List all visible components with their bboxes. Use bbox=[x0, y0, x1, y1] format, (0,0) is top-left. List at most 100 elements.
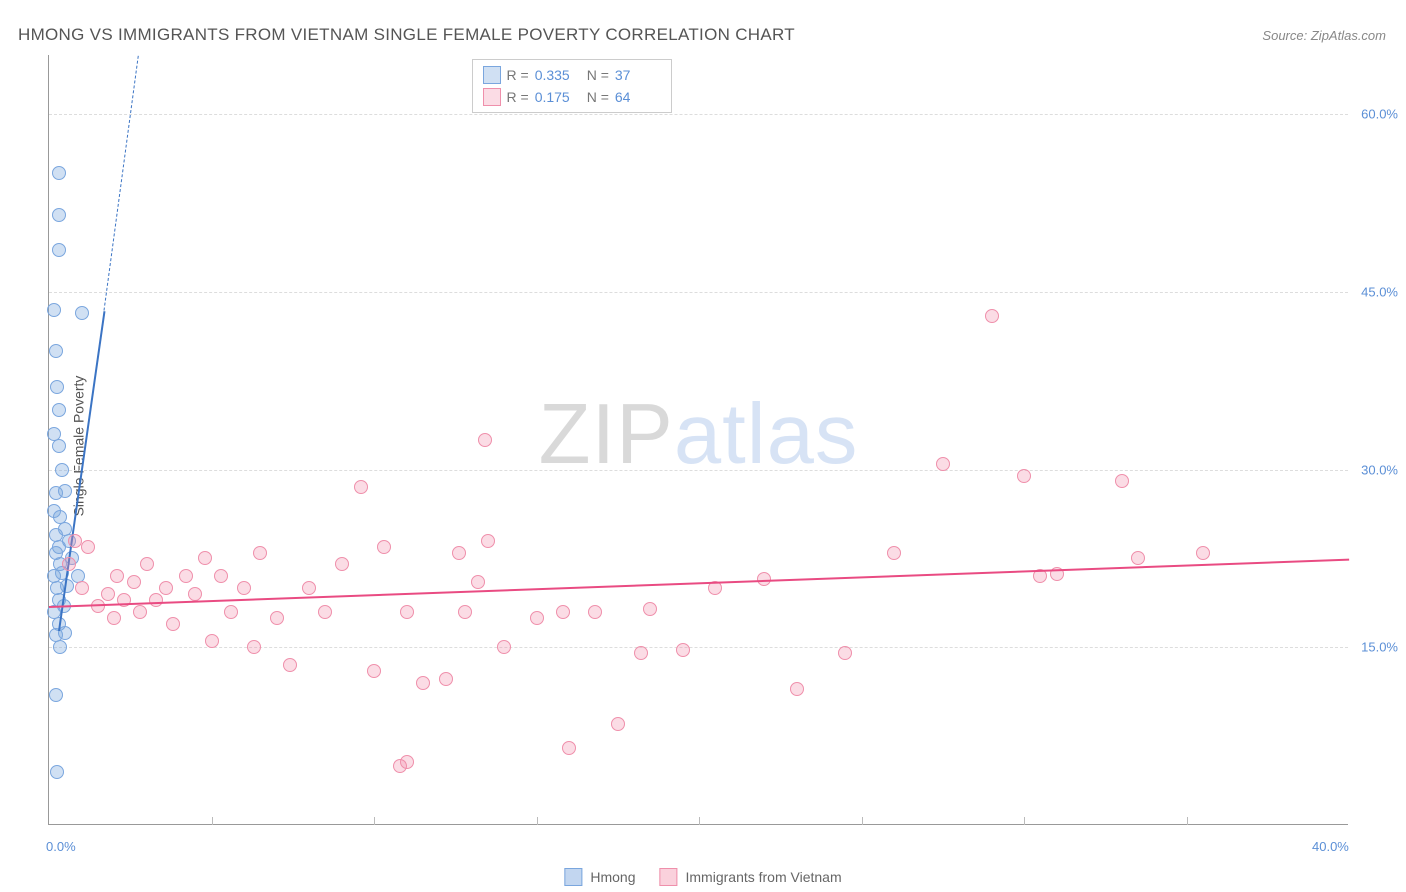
legend-n-value: 64 bbox=[615, 89, 661, 105]
gridline bbox=[49, 114, 1348, 115]
x-tick-label: 0.0% bbox=[46, 839, 76, 854]
plot-area: ZIPatlas R =0.335N =37R =0.175N =64 15.0… bbox=[48, 55, 1348, 825]
data-point bbox=[140, 557, 154, 571]
data-point bbox=[47, 303, 61, 317]
chart-container: HMONG VS IMMIGRANTS FROM VIETNAM SINGLE … bbox=[0, 0, 1406, 892]
data-point bbox=[936, 457, 950, 471]
data-point bbox=[556, 605, 570, 619]
data-point bbox=[237, 581, 251, 595]
data-point bbox=[1196, 546, 1210, 560]
data-point bbox=[75, 306, 89, 320]
data-point bbox=[49, 344, 63, 358]
data-point bbox=[1115, 474, 1129, 488]
legend-n-label: N = bbox=[587, 89, 609, 105]
data-point bbox=[757, 572, 771, 586]
y-tick-label: 15.0% bbox=[1354, 640, 1398, 655]
trend-line-extrapolated bbox=[104, 55, 139, 310]
data-point bbox=[367, 664, 381, 678]
watermark-part1: ZIP bbox=[539, 387, 674, 482]
data-point bbox=[188, 587, 202, 601]
legend-n-value: 37 bbox=[615, 67, 661, 83]
data-point bbox=[416, 676, 430, 690]
data-point bbox=[400, 755, 414, 769]
x-tick bbox=[1024, 817, 1025, 825]
data-point bbox=[49, 688, 63, 702]
data-point bbox=[149, 593, 163, 607]
series-legend: Hmong Immigrants from Vietnam bbox=[564, 868, 841, 886]
data-point bbox=[107, 611, 121, 625]
legend-swatch bbox=[483, 88, 501, 106]
legend-label: Immigrants from Vietnam bbox=[686, 869, 842, 885]
data-point bbox=[270, 611, 284, 625]
data-point bbox=[52, 243, 66, 257]
data-point bbox=[400, 605, 414, 619]
data-point bbox=[1131, 551, 1145, 565]
data-point bbox=[471, 575, 485, 589]
data-point bbox=[439, 672, 453, 686]
x-tick bbox=[212, 817, 213, 825]
y-tick-label: 30.0% bbox=[1354, 462, 1398, 477]
data-point bbox=[127, 575, 141, 589]
data-point bbox=[52, 403, 66, 417]
legend-swatch bbox=[564, 868, 582, 886]
data-point bbox=[985, 309, 999, 323]
data-point bbox=[458, 605, 472, 619]
data-point bbox=[53, 640, 67, 654]
legend-item: Hmong bbox=[564, 868, 635, 886]
data-point bbox=[68, 534, 82, 548]
data-point bbox=[478, 433, 492, 447]
data-point bbox=[52, 166, 66, 180]
data-point bbox=[790, 682, 804, 696]
data-point bbox=[166, 617, 180, 631]
data-point bbox=[52, 439, 66, 453]
gridline bbox=[49, 292, 1348, 293]
data-point bbox=[283, 658, 297, 672]
x-tick bbox=[1187, 817, 1188, 825]
data-point bbox=[335, 557, 349, 571]
legend-r-value: 0.335 bbox=[535, 67, 581, 83]
data-point bbox=[318, 605, 332, 619]
data-point bbox=[562, 741, 576, 755]
data-point bbox=[75, 581, 89, 595]
legend-swatch bbox=[483, 66, 501, 84]
data-point bbox=[1017, 469, 1031, 483]
data-point bbox=[588, 605, 602, 619]
legend-swatch bbox=[660, 868, 678, 886]
legend-r-label: R = bbox=[507, 89, 529, 105]
source-attribution: Source: ZipAtlas.com bbox=[1262, 28, 1386, 43]
data-point bbox=[377, 540, 391, 554]
data-point bbox=[676, 643, 690, 657]
data-point bbox=[530, 611, 544, 625]
data-point bbox=[452, 546, 466, 560]
x-tick bbox=[374, 817, 375, 825]
legend-item: Immigrants from Vietnam bbox=[660, 868, 842, 886]
data-point bbox=[302, 581, 316, 595]
x-tick bbox=[862, 817, 863, 825]
data-point bbox=[247, 640, 261, 654]
data-point bbox=[179, 569, 193, 583]
data-point bbox=[50, 765, 64, 779]
data-point bbox=[224, 605, 238, 619]
legend-row: R =0.335N =37 bbox=[483, 64, 661, 86]
legend-r-value: 0.175 bbox=[535, 89, 581, 105]
data-point bbox=[198, 551, 212, 565]
x-tick-label: 40.0% bbox=[1312, 839, 1349, 854]
source-label: Source: bbox=[1262, 28, 1307, 43]
data-point bbox=[55, 463, 69, 477]
correlation-legend: R = 0.335 N = 37 R = 0.175 N = 64 bbox=[472, 59, 672, 113]
x-tick bbox=[537, 817, 538, 825]
data-point bbox=[611, 717, 625, 731]
data-point bbox=[497, 640, 511, 654]
legend-r-label: R = bbox=[507, 67, 529, 83]
data-point bbox=[81, 540, 95, 554]
chart-title: HMONG VS IMMIGRANTS FROM VIETNAM SINGLE … bbox=[18, 25, 795, 45]
data-point bbox=[481, 534, 495, 548]
data-point bbox=[110, 569, 124, 583]
data-point bbox=[58, 484, 72, 498]
data-point bbox=[253, 546, 267, 560]
data-point bbox=[52, 208, 66, 222]
data-point bbox=[101, 587, 115, 601]
data-point bbox=[634, 646, 648, 660]
data-point bbox=[838, 646, 852, 660]
legend-row: R = 0.175 N = 64 bbox=[483, 86, 661, 108]
